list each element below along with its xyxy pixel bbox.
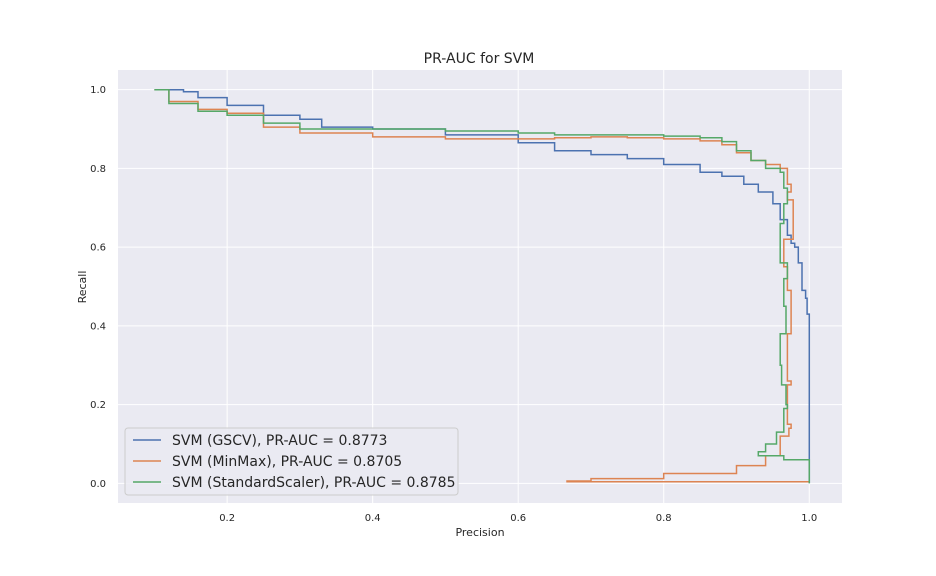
legend-label-2: SVM (MinMax), PR-AUC = 0.8705 [172,454,402,470]
legend-box [124,427,459,496]
x-tick-label: 0.6 [510,513,526,524]
series-line-2 [154,88,810,483]
x-axis-ticks: 0.2 0.4 0.6 0.8 1.0 [219,513,817,524]
legend-label-3: SVM (StandardScaler), PR-AUC = 0.8785 [172,475,456,491]
x-tick-label: 0.4 [365,513,381,524]
y-tick-label: 0.4 [90,321,106,332]
y-tick-label: 0.0 [90,479,106,490]
x-axis-label: Precision [455,526,504,539]
legend-label-1: SVM (GSCV), PR-AUC = 0.8773 [172,433,387,449]
series-line-1 [154,88,811,484]
y-tick-label: 1.0 [90,85,106,96]
y-tick-label: 0.8 [90,164,106,175]
y-tick-label: 0.6 [90,243,106,254]
legend: SVM (GSCV), PR-AUC = 0.8773 SVM (MinMax),… [124,427,459,496]
series-group [154,88,811,484]
chart-title: PR-AUC for SVM [424,51,535,67]
series-line-3 [154,88,811,484]
x-tick-label: 1.0 [801,513,817,524]
y-axis-label: Recall [76,271,89,304]
y-axis-ticks: 0.0 0.2 0.4 0.6 0.8 1.0 [90,85,106,490]
x-tick-label: 0.2 [219,513,235,524]
x-tick-label: 0.8 [656,513,672,524]
y-tick-label: 0.2 [90,400,106,411]
